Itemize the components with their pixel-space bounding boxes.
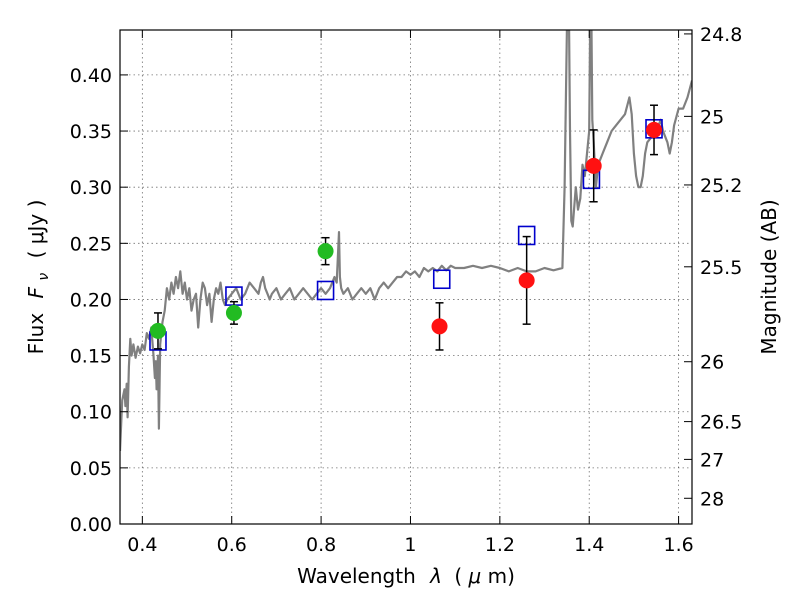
y-tick-label: 0.05: [70, 458, 112, 480]
y2-axis-magnitude: 24.8 25 25.2 25.5 26 26.5 27 28: [684, 24, 742, 510]
observed_nir-point: [518, 272, 535, 289]
x-tick-label: 0.8: [306, 534, 336, 556]
y-axis-label-unit: ( μJy ): [24, 200, 48, 259]
x-axis-label-text: Wavelength: [297, 564, 416, 588]
y2-tick-label: 25.5: [700, 257, 742, 279]
x-axis-label-unit: m): [488, 564, 515, 588]
y2-tick-label: 26: [700, 352, 724, 374]
y-axis-label-text: Flux: [24, 313, 48, 355]
y2-tick-label: 25.2: [700, 175, 742, 197]
y2-tick-label: 28: [700, 488, 724, 510]
x-tick-label: 1: [404, 534, 416, 556]
x-axis: 0.4 0.6 0.8 1 1.2 1.4 1.6: [127, 30, 694, 556]
y2-tick-label: 26.5: [700, 412, 742, 434]
observed_optical-point: [225, 304, 242, 321]
y2-axis-label: Magnitude (AB): [757, 199, 781, 354]
y-axis-label-subscript: ν: [36, 273, 52, 281]
y-tick-label: 0.35: [70, 121, 112, 143]
x-axis-label: Wavelength λ ( μ m): [297, 564, 515, 588]
y-tick-label: 0.00: [70, 514, 112, 536]
x-tick-label: 0.4: [127, 534, 157, 556]
y-axis-label-symbol: F: [24, 286, 48, 298]
observed_optical-point: [317, 243, 334, 260]
y-axis-label: Flux F ν ( μJy ): [24, 200, 53, 355]
y-tick-label: 0.20: [70, 289, 112, 311]
y-tick-label: 0.40: [70, 65, 112, 87]
x-tick-label: 1.4: [574, 534, 604, 556]
y-tick-label: 0.25: [70, 233, 112, 255]
x-axis-label-symbol: λ: [429, 564, 442, 588]
x-axis-label-paren: (: [454, 564, 462, 588]
model-photometry-square: [316, 280, 335, 301]
plot-frame: [119, 29, 693, 525]
x-tick-label: 0.6: [217, 534, 247, 556]
observed_nir-point: [646, 121, 663, 138]
y-tick-label: 0.30: [70, 177, 112, 199]
y2-tick-label: 25: [700, 106, 724, 128]
y-tick-label: 0.15: [70, 346, 112, 368]
observed_optical-point: [149, 322, 166, 339]
observed_nir-point: [585, 157, 602, 174]
y2-tick-label: 24.8: [700, 24, 742, 46]
marker-layer: [149, 104, 663, 351]
y-axis: 0.00 0.05 0.10 0.15 0.20 0.25 0.30 0.35 0.40: [70, 65, 128, 536]
observed_nir-point: [431, 318, 448, 335]
y2-tick-label: 27: [700, 449, 724, 471]
x-axis-label-mu: μ: [468, 564, 482, 588]
x-tick-label: 1.6: [663, 534, 693, 556]
x-tick-label: 1.2: [485, 534, 515, 556]
model-photometry-square: [432, 269, 451, 290]
y-tick-label: 0.10: [70, 402, 112, 424]
